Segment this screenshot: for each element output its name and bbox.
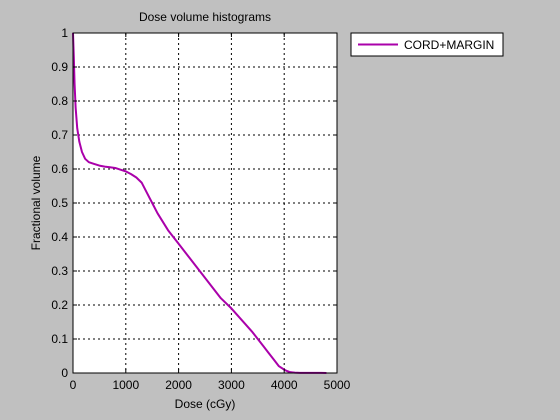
x-tick-label-4: 4000	[271, 378, 298, 392]
x-tick-label-2: 2000	[165, 378, 192, 392]
axis-ticks: 0 1000 2000 3000 4000 5000 0 0.1 0.2 0.3 0.4 0.5 0.6…	[51, 26, 350, 392]
y-tick-label-1: 0.1	[51, 332, 68, 346]
series-layer	[72, 32, 327, 374]
legend: CORD+MARGIN	[350, 32, 504, 57]
y-tick-label-9: 0.9	[51, 60, 68, 74]
x-tick-label-5: 5000	[324, 378, 351, 392]
y-tick-label-3: 0.3	[51, 264, 68, 278]
x-axis-label: Dose (cGy)	[175, 397, 236, 411]
y-axis-label: Fractional volume	[29, 155, 43, 250]
grid-lines	[73, 33, 337, 373]
x-tick-label-0: 0	[70, 378, 77, 392]
y-tick-label-10: 1	[61, 26, 68, 40]
chart-title: Dose volume histograms	[139, 10, 271, 24]
y-tick-label-5: 0.5	[51, 196, 68, 210]
y-tick-label-7: 0.7	[51, 128, 68, 142]
y-tick-label-6: 0.6	[51, 162, 68, 176]
y-tick-label-8: 0.8	[51, 94, 68, 108]
y-tick-label-0: 0	[61, 366, 68, 380]
legend-entry-cord-margin: CORD+MARGIN	[404, 38, 494, 52]
legend-box	[350, 32, 504, 57]
series-line-cord-margin	[72, 32, 327, 374]
y-tick-label-2: 0.2	[51, 298, 68, 312]
x-tick-label-3: 3000	[218, 378, 245, 392]
x-tick-label-1: 1000	[112, 378, 139, 392]
y-tick-label-4: 0.4	[51, 230, 68, 244]
